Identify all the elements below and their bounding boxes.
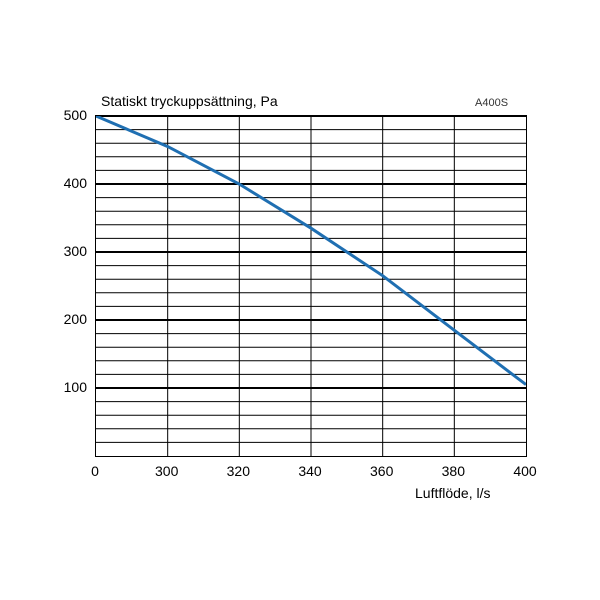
x-tick-label: 340 <box>298 463 321 479</box>
y-tick-label: 500 <box>55 107 87 123</box>
y-tick-label: 200 <box>55 311 87 327</box>
x-tick-label: 380 <box>442 463 465 479</box>
y-tick-label: 100 <box>55 379 87 395</box>
y-tick-label: 400 <box>55 175 87 191</box>
x-tick-label: 400 <box>513 463 536 479</box>
x-tick-label: 320 <box>227 463 250 479</box>
pressure-flow-chart <box>95 115 527 457</box>
x-tick-label: 0 <box>91 463 99 479</box>
y-tick-label: 300 <box>55 243 87 259</box>
x-tick-label: 360 <box>370 463 393 479</box>
chart-svg <box>96 116 526 456</box>
x-axis-title: Luftflöde, l/s <box>415 485 491 501</box>
x-tick-label: 300 <box>155 463 178 479</box>
chart-title: Statiskt tryckuppsättning, Pa <box>101 93 278 109</box>
model-label: A400S <box>475 97 508 109</box>
